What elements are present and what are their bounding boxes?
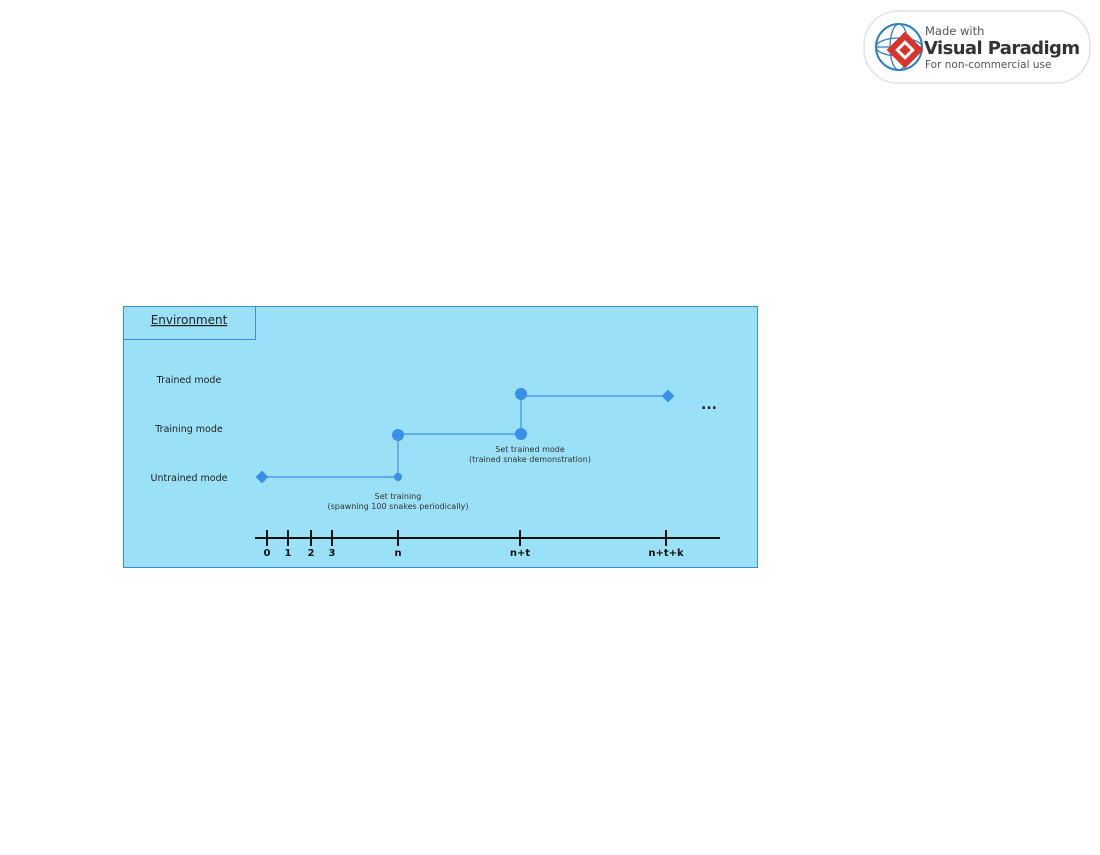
time-tick-label: 1	[285, 548, 292, 559]
state-label-untrained: Untrained mode	[151, 473, 228, 484]
watermark-line3: For non-commercial use	[925, 59, 1051, 71]
set-training-title: Set training	[375, 492, 422, 501]
time-tick-label: 3	[329, 548, 336, 559]
watermark-line1: Made with	[925, 24, 984, 38]
time-tick-label: 2	[308, 548, 315, 559]
time-tick-label: 0	[264, 548, 271, 559]
state-timeline	[262, 395, 668, 478]
time-axis-ticks: 0 1 2 3 n n+t n+t+k	[264, 530, 684, 559]
time-tick-label: n+t+k	[648, 548, 684, 559]
watermark-line2: Visual Paradigm	[924, 38, 1079, 59]
frame-title: Environment	[151, 313, 228, 327]
set-training-detail: (spawning 100 snakes periodically)	[327, 502, 468, 511]
watermark-badge: Made with Visual Paradigm For non-commer…	[863, 10, 1091, 84]
visual-paradigm-logo-icon	[875, 23, 924, 71]
time-axis: 0 1 2 3 n n+t n+t+k	[255, 530, 720, 559]
trained-event-dot	[515, 428, 527, 440]
training-start-dot	[392, 429, 404, 441]
time-tick-label: n	[394, 548, 401, 559]
environment-frame: Environment	[123, 306, 758, 568]
state-label-trained: Trained mode	[156, 375, 222, 386]
set-trained-detail: (trained snake demonstration)	[469, 455, 591, 464]
start-diamond-marker	[255, 470, 269, 484]
set-trained-title: Set trained mode	[495, 445, 565, 454]
trained-start-dot	[515, 388, 527, 400]
training-event-dot	[394, 473, 402, 481]
state-label-training: Training mode	[154, 424, 223, 435]
continuation-ellipsis: ...	[701, 397, 717, 413]
time-tick-label: n+t	[510, 548, 530, 559]
